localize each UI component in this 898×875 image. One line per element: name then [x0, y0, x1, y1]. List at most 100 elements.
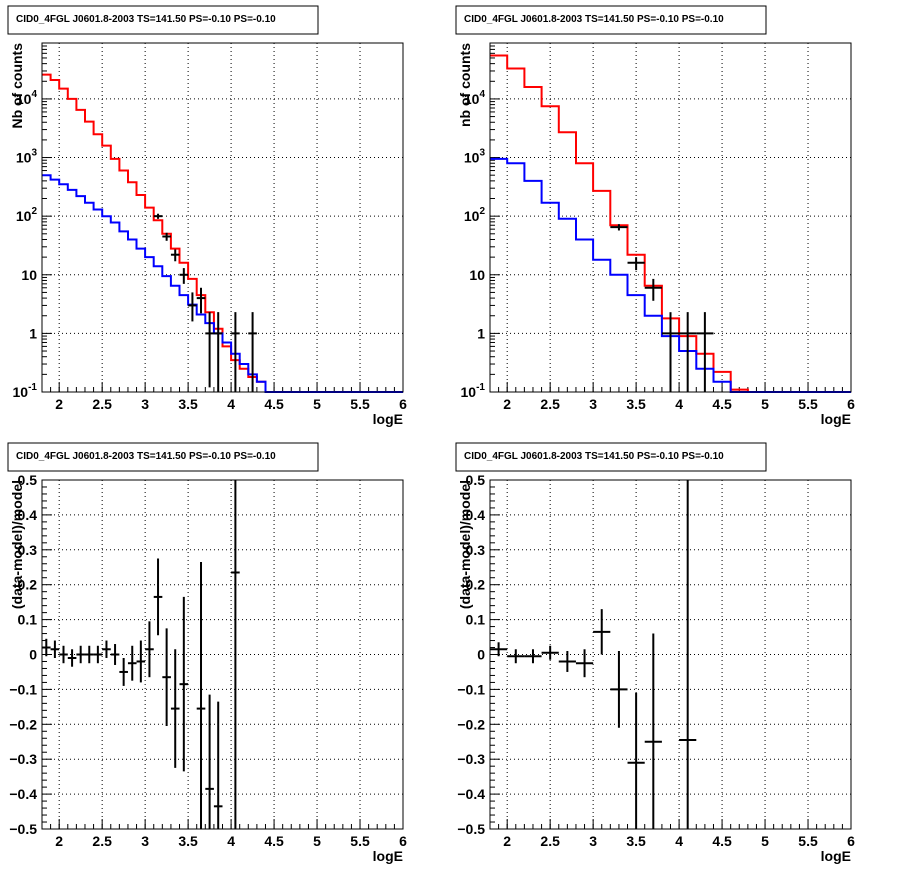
y-tick-label: 103 — [16, 148, 38, 166]
data-point — [231, 312, 240, 392]
data-point — [59, 645, 68, 664]
y-tick-base: 10 — [464, 91, 480, 107]
x-tick-label: 5 — [761, 833, 769, 849]
chart-panel-3: CID0_4FGL J0601.8-2003 TS=141.50 PS=-0.1… — [7, 442, 407, 864]
y-tick-label: 0.2 — [466, 577, 486, 593]
y-tick-label: 10 — [469, 267, 485, 283]
x-tick-label: 3 — [141, 396, 149, 412]
x-tick-label: 4 — [227, 396, 235, 412]
y-tick-label: −0.4 — [457, 786, 485, 802]
data-point — [575, 649, 594, 678]
x-tick-label: 2 — [55, 833, 63, 849]
y-tick-base: 10 — [469, 267, 485, 283]
chart-title: CID0_4FGL J0601.8-2003 TS=141.50 PS=-0.1… — [16, 451, 276, 462]
y-tick-label: 0.4 — [466, 507, 486, 523]
y-axis-title: Nb of counts — [9, 43, 25, 129]
data-point — [145, 621, 154, 678]
y-tick-exponent: 3 — [479, 148, 485, 159]
x-axis-title: logE — [821, 848, 851, 864]
y-tick-base: 10 — [464, 150, 480, 166]
y-tick-label: −0.2 — [9, 716, 37, 732]
data-point — [627, 257, 645, 271]
chart-title: CID0_4FGL J0601.8-2003 TS=141.50 PS=-0.1… — [16, 14, 276, 25]
y-tick-label: 0.3 — [466, 542, 486, 558]
y-tick-exponent: 4 — [479, 89, 485, 100]
data-point — [170, 649, 180, 768]
x-tick-label: 4 — [227, 833, 235, 849]
x-tick-label: 5.5 — [798, 396, 818, 412]
data-point — [76, 645, 85, 664]
y-tick-label: −0.4 — [9, 786, 37, 802]
data-point — [644, 633, 662, 829]
x-tick-label: 5 — [313, 396, 321, 412]
data-point — [127, 645, 137, 681]
x-tick-label: 6 — [399, 833, 407, 849]
data-point — [119, 657, 128, 686]
data-point — [490, 642, 508, 657]
data-point — [679, 480, 697, 829]
x-tick-label: 4 — [675, 833, 683, 849]
y-tick-label: 0.2 — [18, 577, 38, 593]
data-point — [610, 224, 628, 231]
y-tick-label: 1 — [477, 325, 485, 341]
x-tick-label: 2.5 — [92, 396, 112, 412]
y-tick-base: 10 — [464, 208, 480, 224]
data-point — [644, 278, 662, 301]
y-tick-label: −0.3 — [457, 751, 485, 767]
y-tick-label: 0.4 — [18, 507, 38, 523]
data-point — [93, 645, 103, 664]
x-tick-label: 3 — [589, 833, 597, 849]
x-tick-label: 4.5 — [712, 396, 732, 412]
y-tick-label: −0.2 — [457, 716, 485, 732]
y-tick-base: 10 — [16, 91, 32, 107]
x-tick-label: 5.5 — [798, 833, 818, 849]
data-point — [42, 638, 51, 657]
chart-title: CID0_4FGL J0601.8-2003 TS=141.50 PS=-0.1… — [464, 14, 724, 25]
chart-panel-1: CID0_4FGL J0601.8-2003 TS=141.50 PS=-0.1… — [7, 5, 407, 427]
data-point — [162, 628, 171, 727]
data-point — [196, 562, 206, 829]
y-tick-label: 0 — [29, 647, 37, 663]
x-tick-label: 5 — [313, 833, 321, 849]
x-tick-label: 5.5 — [350, 396, 370, 412]
y-tick-label: 0.1 — [466, 612, 486, 628]
plot-frame — [41, 479, 404, 830]
y-tick-label: 0.3 — [18, 542, 38, 558]
y-axis-title: (data-model)/model — [9, 480, 25, 609]
y-tick-exponent: -1 — [476, 382, 485, 393]
y-tick-label: −0.1 — [9, 681, 37, 697]
chart-title-box — [7, 5, 319, 35]
data-point — [231, 480, 240, 829]
y-tick-label: 103 — [464, 148, 486, 166]
data-point — [524, 649, 542, 664]
data-point — [179, 596, 189, 772]
y-tick-label: −0.3 — [9, 751, 37, 767]
chart-title-box — [455, 5, 767, 35]
x-tick-label: 4 — [675, 396, 683, 412]
x-axis-title: logE — [821, 411, 851, 427]
total-model-line — [42, 73, 403, 393]
x-tick-label: 2.5 — [540, 833, 560, 849]
data-point — [162, 232, 171, 241]
x-axis-title: logE — [373, 848, 403, 864]
data-point — [213, 312, 223, 392]
y-axis-title: nb of counts — [457, 43, 473, 127]
y-tick-label: 0 — [477, 647, 485, 663]
y-tick-label: 10 — [21, 267, 37, 283]
x-tick-label: 6 — [847, 833, 855, 849]
y-tick-exponent: 2 — [479, 206, 485, 217]
component-model-line — [42, 174, 403, 393]
data-point — [627, 692, 645, 829]
x-tick-label: 3 — [141, 833, 149, 849]
data-point — [110, 644, 120, 665]
x-tick-label: 2.5 — [92, 833, 112, 849]
x-tick-label: 3.5 — [178, 833, 198, 849]
plot-frame — [489, 42, 852, 393]
y-tick-base: 1 — [29, 325, 37, 341]
data-point — [84, 645, 94, 664]
y-tick-base: 10 — [21, 267, 37, 283]
data-point — [213, 701, 223, 829]
x-tick-label: 2 — [55, 396, 63, 412]
data-point — [248, 312, 257, 392]
